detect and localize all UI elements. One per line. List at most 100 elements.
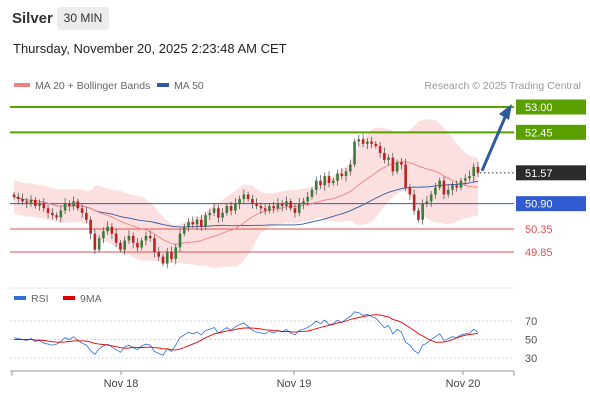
candle-body [208, 212, 212, 216]
candle-body [25, 201, 29, 203]
candle-body [361, 139, 365, 144]
candle-body [80, 208, 84, 213]
candle-body [276, 203, 280, 209]
candle-body [442, 180, 446, 195]
candle-body [370, 141, 373, 144]
candle-body [63, 203, 67, 211]
candle-body [255, 203, 258, 206]
candle-body [417, 210, 420, 220]
candle-body [33, 199, 37, 206]
target-arrow [480, 114, 508, 172]
candle-body [391, 157, 395, 172]
candle-body [16, 196, 20, 200]
candle-body [425, 201, 429, 204]
candle-body [102, 231, 105, 239]
candle-body [344, 171, 348, 177]
candle-body [434, 187, 437, 195]
candle-body [123, 240, 126, 250]
candle-body [374, 143, 378, 147]
candle-body [459, 180, 463, 188]
candle-body [404, 164, 407, 188]
legend-9ma-label: 9MA [80, 293, 102, 305]
legend-ma20-swatch [14, 83, 30, 88]
chart-datetime: Thursday, November 20, 2025 2:23:48 AM C… [13, 41, 287, 56]
candle-body [297, 203, 301, 213]
level-tag-50.90 [516, 196, 586, 212]
candle-body [451, 185, 454, 190]
candle-body [212, 208, 216, 213]
candle-body [429, 194, 433, 202]
candle-body [268, 205, 271, 211]
x-tick-label: Nov 19 [277, 378, 312, 390]
candle-body [285, 201, 288, 206]
legend-9ma: 9MA [63, 293, 102, 305]
candle-body [165, 252, 169, 264]
candle-body [378, 146, 382, 154]
candle-body [221, 212, 224, 218]
candle-body [272, 205, 275, 209]
candle-body [72, 201, 75, 206]
chart-credit: Research © 2025 Trading Central [424, 80, 581, 92]
candle-body [395, 162, 399, 172]
candle-body [455, 185, 459, 188]
candle-body [170, 252, 173, 259]
rsi-tick-50: 50 [525, 335, 537, 347]
candle-body [323, 176, 327, 186]
candle-body [157, 252, 161, 257]
candle-body [195, 219, 199, 225]
legend-ma50-swatch [157, 83, 169, 88]
candle-body [110, 226, 114, 234]
candle-body [246, 194, 250, 200]
candle-body [289, 201, 292, 209]
candle-body [127, 235, 131, 241]
level-label-50.90: 50.90 [525, 199, 553, 211]
candle-body [259, 205, 263, 209]
candle-body [438, 180, 441, 188]
legend-ma50-label: MA 50 [174, 80, 204, 92]
last-price-label: 51.57 [525, 168, 553, 180]
candle-body [400, 162, 403, 165]
candle-body [217, 208, 220, 218]
candle-body [319, 180, 322, 186]
instrument-title: Silver [12, 10, 53, 27]
candle-body [310, 189, 314, 197]
candle-body [468, 176, 471, 179]
rsi-line [13, 311, 479, 356]
candle-body [348, 164, 352, 172]
candle-body [89, 219, 92, 234]
candle-body [331, 180, 335, 183]
candle-body [242, 194, 246, 200]
candle-body [148, 235, 152, 239]
candle-body [191, 222, 195, 225]
timeframe-badge[interactable]: 30 MIN [57, 7, 109, 30]
candle-body [42, 203, 46, 209]
candle-body [144, 235, 148, 241]
candle-body [421, 203, 424, 220]
candle-body [476, 166, 480, 173]
candle-body [387, 157, 390, 160]
candle-body [280, 203, 284, 206]
candle-body [357, 139, 361, 142]
rsi-ma9-line [14, 314, 479, 351]
level-label-52.45: 52.45 [525, 127, 553, 139]
ma20-line [13, 161, 478, 245]
candle-body [302, 201, 305, 204]
candle-body [306, 196, 310, 202]
candle-body [85, 212, 88, 220]
x-tick-label: Nov 18 [104, 378, 139, 390]
candle-body [21, 199, 24, 202]
candle-body [293, 208, 297, 213]
legend-rsi-swatch [14, 296, 26, 301]
x-tick-label: Nov 20 [446, 378, 481, 390]
candle-body [38, 203, 41, 206]
candle-body [204, 215, 207, 227]
candle-body [161, 256, 165, 264]
candle-body [234, 203, 237, 211]
legend-rsi: RSI [14, 293, 49, 305]
legend-ma50: MA 50 [157, 80, 204, 92]
candle-body [46, 208, 50, 213]
candle-body [229, 205, 233, 211]
legend-rsi-label: RSI [31, 293, 49, 305]
candle-body [327, 176, 331, 183]
